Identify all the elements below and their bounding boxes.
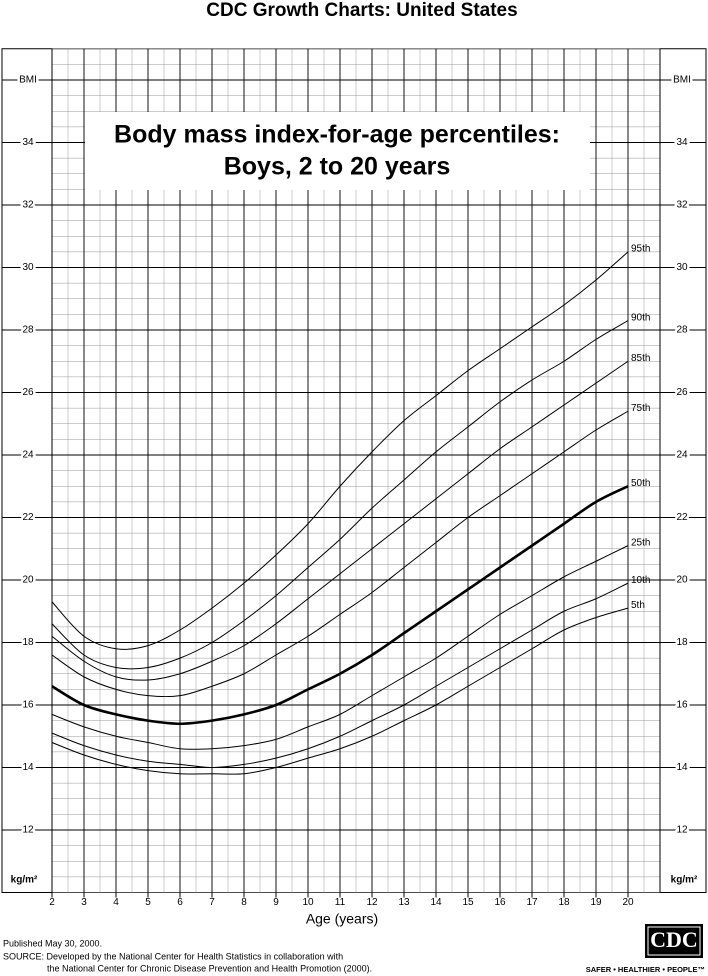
chart-subtitle: Boys, 2 to 20 years <box>224 153 451 181</box>
x-tick-label: 5 <box>145 897 151 908</box>
y-tick-label: 34 <box>22 137 34 148</box>
percentile-curve <box>51 607 629 775</box>
y-tick-label: 16 <box>22 700 34 711</box>
x-tick-label: 2 <box>49 897 55 908</box>
series-label: 5th <box>631 600 645 611</box>
published-note: Published May 30, 2000. <box>3 938 102 948</box>
y-tick-label: 30 <box>676 262 688 273</box>
x-tick-label: 8 <box>241 897 247 908</box>
x-tick-label: 17 <box>526 897 538 908</box>
title-box <box>85 112 590 190</box>
x-tick-label: 3 <box>81 897 87 908</box>
series-label: 85th <box>631 353 650 364</box>
percentile-curve <box>51 545 629 750</box>
y-tick-label: 22 <box>676 512 688 523</box>
y-tick-label: 32 <box>22 200 34 211</box>
x-tick-label: 7 <box>209 897 215 908</box>
x-tick-label: 13 <box>398 897 410 908</box>
x-tick-label: 6 <box>177 897 183 908</box>
y-tick-label: 24 <box>676 450 688 461</box>
y-tick-label: 22 <box>22 512 34 523</box>
y-tick-label: 12 <box>676 825 688 836</box>
series-label: 10th <box>631 575 650 586</box>
source-note: the National Center for Chronic Disease … <box>47 963 372 973</box>
x-tick-label: 11 <box>335 897 346 908</box>
x-tick-label: 16 <box>494 897 506 908</box>
x-tick-label: 12 <box>366 897 378 908</box>
series-label: 90th <box>631 312 650 323</box>
y-unit-right: kg/m² <box>671 875 698 886</box>
series-label: 95th <box>631 244 650 255</box>
logo-text: CDC <box>650 927 698 952</box>
x-tick-label: 10 <box>302 897 314 908</box>
x-tick-label: 9 <box>273 897 279 908</box>
percentile-curve <box>51 360 629 681</box>
series-label: 25th <box>631 537 650 548</box>
curves <box>51 251 629 775</box>
y-tick-label: 30 <box>22 262 34 273</box>
y-tick-label: 14 <box>22 762 34 773</box>
y-tick-label: 20 <box>22 575 34 586</box>
x-tick-label: 19 <box>590 897 602 908</box>
logo-border <box>647 926 701 956</box>
y-tick-label: 12 <box>22 825 34 836</box>
x-tick-label: 4 <box>113 897 119 908</box>
chart-title: Body mass index-for-age percentiles: <box>114 121 560 149</box>
y-tick-label: BMI <box>19 75 37 86</box>
y-tick-label: 24 <box>22 450 34 461</box>
x-tick-label: 15 <box>462 897 474 908</box>
y-tick-label: 14 <box>676 762 688 773</box>
series-label: 50th <box>631 478 650 489</box>
tagline: SAFER • HEALTHIER • PEOPLE™ <box>586 965 705 974</box>
y-tick-label: 18 <box>676 637 688 648</box>
logo-box <box>645 924 703 958</box>
source-note: SOURCE: Developed by the National Center… <box>3 951 343 961</box>
y-tick-label: 32 <box>676 200 688 211</box>
percentile-curve <box>51 582 629 769</box>
percentile-curve <box>51 251 629 650</box>
y-tick-label: 28 <box>22 325 34 336</box>
y-tick-label: 18 <box>22 637 34 648</box>
series-label: 75th <box>631 403 650 414</box>
y-tick-label: BMI <box>673 75 691 86</box>
x-tick-label: 14 <box>430 897 442 908</box>
x-axis-label: Age (years) <box>306 911 378 927</box>
y-tick-label: 34 <box>676 137 688 148</box>
x-tick-label: 18 <box>558 897 570 908</box>
percentile-curve <box>51 485 629 726</box>
y-unit-left: kg/m² <box>11 875 38 886</box>
y-tick-label: 26 <box>676 387 688 398</box>
x-tick-label: 20 <box>622 897 634 908</box>
y-tick-label: 20 <box>676 575 688 586</box>
page-header: CDC Growth Charts: United States <box>206 0 517 21</box>
y-tick-label: 28 <box>676 325 688 336</box>
y-tick-label: 16 <box>676 700 688 711</box>
percentile-curve <box>51 410 629 698</box>
y-tick-label: 26 <box>22 387 34 398</box>
percentile-curve <box>51 320 629 670</box>
